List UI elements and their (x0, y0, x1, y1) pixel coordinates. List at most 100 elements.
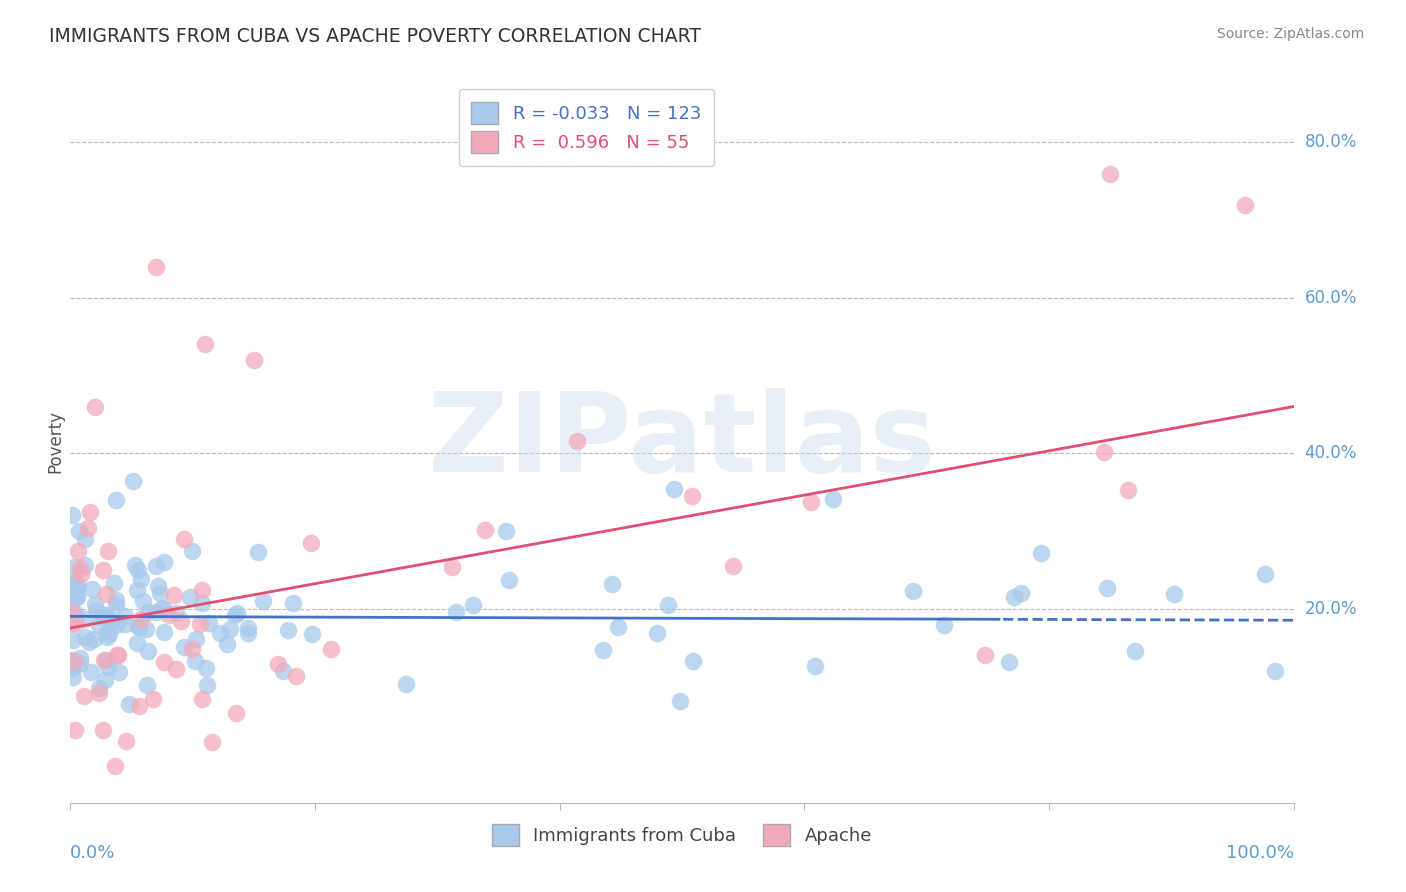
Point (179, 590, 201, 604)
Point (76, 521, 98, 535)
Point (87, 681, 110, 695)
Point (1233, 197, 1256, 211)
Point (1010, 586, 1032, 600)
Point (105, 618, 128, 632)
Point (285, 669, 308, 683)
Point (63, 575, 86, 590)
Point (1004, 590, 1026, 604)
Point (662, 482, 685, 496)
Point (94, 587, 117, 601)
Text: 60.0%: 60.0% (1305, 289, 1357, 307)
Point (107, 665, 129, 680)
Point (65, 607, 87, 622)
Point (60, 605, 83, 619)
Point (1029, 545, 1052, 559)
Point (84, 597, 107, 611)
Point (191, 692, 214, 706)
Point (114, 608, 136, 623)
Point (79, 506, 101, 520)
Point (1116, 483, 1139, 497)
Point (932, 618, 955, 632)
Point (1092, 444, 1115, 458)
Point (125, 583, 148, 598)
Point (321, 642, 343, 657)
Point (219, 622, 242, 636)
Point (281, 596, 304, 610)
Point (474, 524, 496, 538)
Point (103, 576, 125, 591)
Point (63, 560, 86, 574)
Point (62, 670, 84, 684)
Point (105, 648, 128, 663)
Point (62, 576, 84, 591)
Point (145, 260, 167, 274)
Point (69, 650, 91, 665)
Point (93, 653, 115, 667)
Point (209, 625, 232, 640)
Point (62, 654, 84, 668)
Point (89, 617, 111, 632)
Point (62, 658, 84, 673)
Point (117, 697, 139, 711)
Point (1099, 167, 1122, 181)
Point (70, 567, 93, 582)
Point (66, 577, 89, 591)
Text: 80.0%: 80.0% (1305, 134, 1357, 152)
Point (215, 637, 238, 651)
Point (277, 623, 299, 637)
Point (181, 544, 204, 558)
Point (162, 588, 184, 602)
Point (114, 616, 136, 631)
Point (62, 632, 84, 647)
Point (145, 605, 167, 619)
Text: IMMIGRANTS FROM CUBA VS APACHE POVERTY CORRELATION CHART: IMMIGRANTS FROM CUBA VS APACHE POVERTY C… (49, 27, 702, 45)
Y-axis label: Poverty: Poverty (46, 410, 65, 473)
Point (91, 723, 114, 737)
Point (67, 524, 90, 538)
Point (96, 630, 118, 644)
Point (73, 689, 96, 703)
Point (65, 615, 87, 630)
Point (681, 489, 703, 503)
Point (1264, 665, 1286, 679)
Point (122, 474, 145, 488)
Point (84, 603, 107, 617)
Point (132, 593, 155, 607)
Point (224, 607, 246, 622)
Point (66, 544, 89, 558)
Point (567, 434, 589, 449)
Point (463, 598, 485, 612)
Point (173, 640, 195, 655)
Point (195, 678, 218, 692)
Point (145, 558, 167, 573)
Point (184, 654, 207, 668)
Point (165, 606, 187, 620)
Point (238, 626, 260, 640)
Point (191, 582, 214, 597)
Text: 40.0%: 40.0% (1305, 444, 1357, 462)
Text: 0.0%: 0.0% (70, 845, 115, 863)
Point (153, 655, 176, 669)
Point (243, 353, 266, 368)
Point (823, 492, 845, 507)
Point (65, 723, 87, 738)
Point (96, 660, 118, 674)
Point (444, 605, 467, 619)
Point (127, 619, 149, 633)
Point (77, 634, 100, 648)
Point (901, 584, 924, 599)
Point (124, 558, 146, 572)
Point (125, 636, 148, 650)
Point (60, 592, 83, 607)
Point (148, 579, 170, 593)
Point (974, 648, 997, 663)
Text: 20.0%: 20.0% (1305, 599, 1357, 617)
Point (69, 561, 91, 575)
Point (267, 657, 290, 671)
Point (181, 642, 204, 657)
Point (104, 592, 127, 607)
Point (107, 648, 129, 662)
Point (96, 610, 118, 624)
Point (195, 660, 218, 674)
Point (94, 653, 117, 667)
